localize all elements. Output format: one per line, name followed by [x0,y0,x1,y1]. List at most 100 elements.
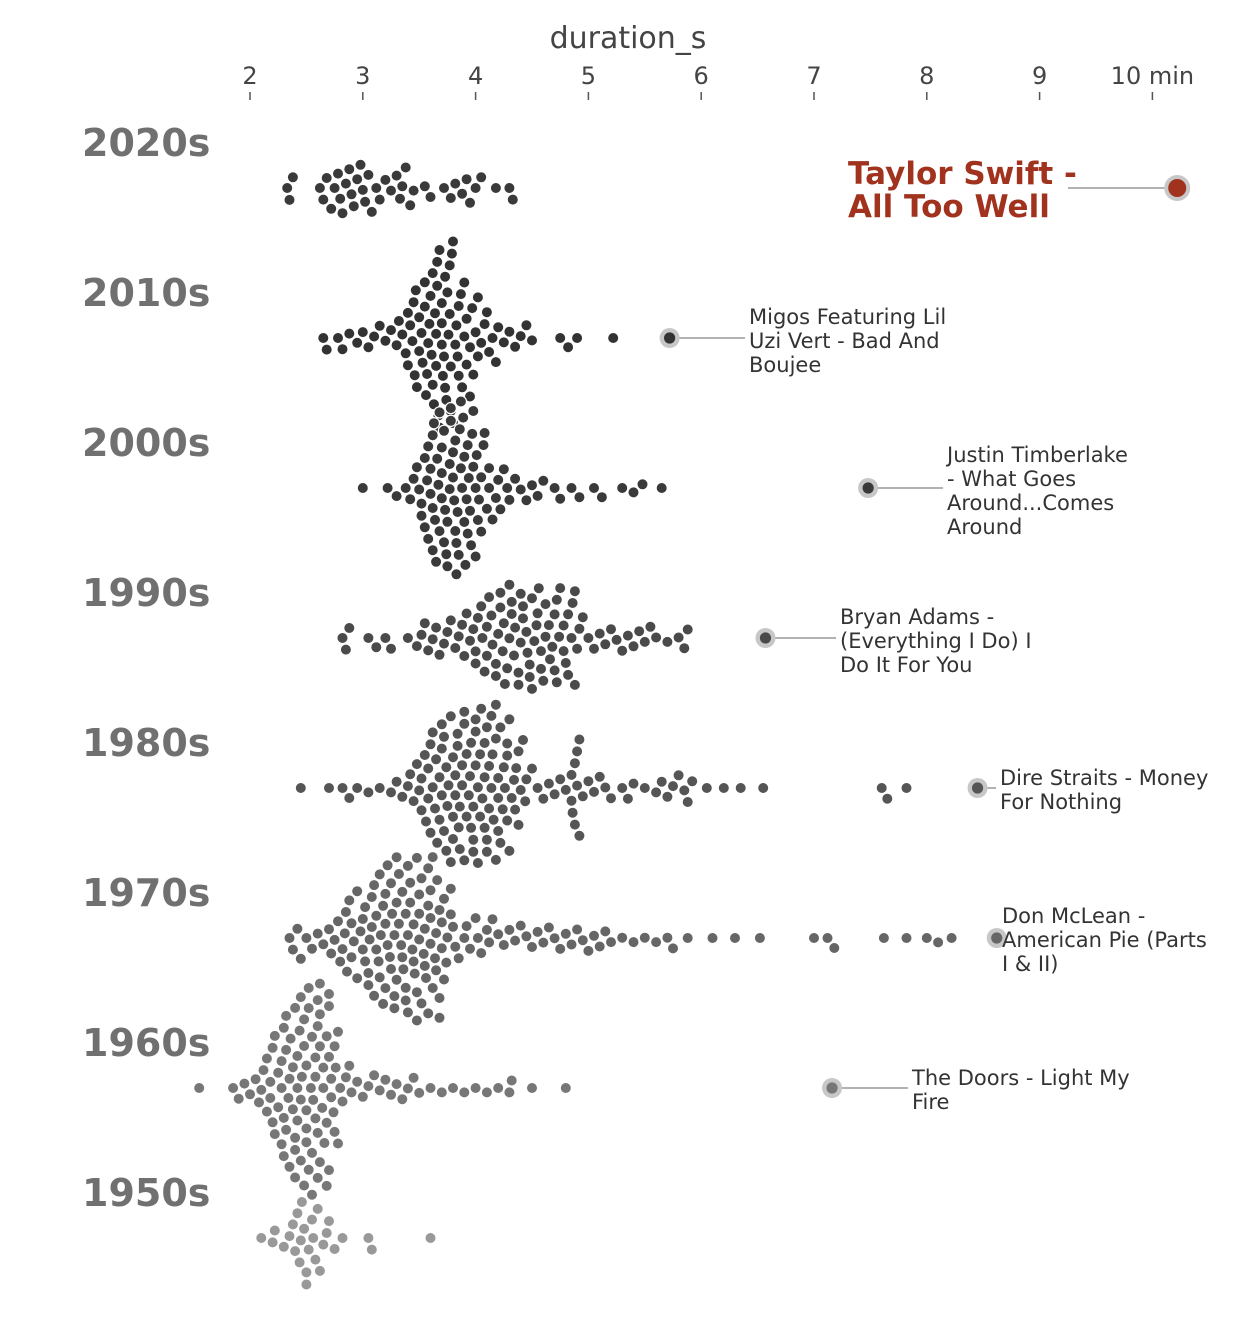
song-dot [452,299,465,313]
song-dot [471,611,485,625]
song-dot [638,635,652,649]
song-dot [313,181,327,195]
song-dot [437,824,451,838]
song-dot [534,662,548,676]
song-dot [655,775,668,788]
song-dot [401,306,415,320]
song-dot [376,899,390,913]
song-dot [460,747,473,761]
song-dot [422,792,435,805]
song-dot [232,1092,245,1105]
song-dot [347,199,360,213]
song-dot [331,1137,345,1150]
song-dot [438,503,452,517]
x-tick-label: 7 [806,62,821,90]
song-dot [410,757,424,771]
song-dot [516,600,530,613]
song-dot [351,885,364,898]
song-dot [501,481,514,495]
song-dot [497,761,510,774]
song-dot [531,607,544,620]
song-dot [268,1029,281,1043]
song-dot [316,1101,329,1115]
song-dot [900,931,913,945]
song-dot [362,966,375,980]
song-dot [347,935,360,948]
song-dot [532,582,546,595]
song-dot [455,759,469,772]
song-dot [475,171,488,184]
song-dot [644,620,657,634]
song-dot [373,1084,386,1097]
song-dot [392,314,406,328]
song-dot [482,802,496,815]
song-dot [451,739,464,753]
song-dot [404,199,417,212]
song-dot [433,813,446,826]
song-dot [461,438,474,452]
outlier-label: Bryan Adams -(Everything I Do) I Do It Fo… [840,605,1032,677]
song-dot [424,190,437,204]
song-dot [570,331,584,345]
song-dot [627,640,640,653]
song-dot [548,608,561,621]
song-dot [418,521,431,534]
song-dot [384,877,398,890]
song-dot [437,536,451,549]
song-dot [336,206,349,220]
song-dot [426,633,439,646]
song-dot [531,781,544,795]
song-dot [476,631,489,645]
song-dot [463,769,477,783]
song-dot [471,350,485,363]
song-dot [503,493,516,507]
song-dot [514,329,527,343]
song-dot [451,727,464,741]
song-dot [485,781,498,795]
song-dot [305,1146,319,1160]
song-dot [455,481,469,495]
song-dot [666,779,680,793]
song-dot [497,463,510,476]
song-dot [440,761,453,774]
song-dot [453,800,466,813]
song-dot [424,884,437,897]
song-dot [440,956,453,969]
song-dot [426,544,439,557]
song-dot [339,1071,353,1084]
song-dot [494,503,507,516]
song-dot [300,1104,313,1117]
song-dot [313,1008,327,1021]
song-dot [460,172,473,186]
song-dot [384,962,398,976]
song-dot [435,789,448,802]
song-dot [268,1127,281,1141]
outlier-annotation: Justin Timberlake - What Goes Around...Com… [858,443,1128,539]
song-dot [413,344,426,358]
song-dot [401,359,415,372]
song-dot [633,625,646,638]
song-dot [542,777,556,790]
song-dot [284,1032,297,1045]
song-dot [587,481,601,495]
song-dot [455,618,469,631]
song-dot [424,738,437,751]
song-dot [415,872,428,885]
song-dot [433,406,446,419]
song-dot [424,826,437,840]
song-dot [418,276,431,289]
song-dot [433,648,446,662]
song-dot [309,1051,322,1064]
song-dot [426,726,439,739]
song-dot [881,792,894,805]
song-dot [482,345,496,359]
song-dot [410,380,424,394]
song-dot [599,638,612,651]
song-dot [370,181,383,195]
song-dot [546,640,559,654]
song-dot [900,781,913,795]
song-dot [336,781,349,795]
song-dot [482,481,496,495]
song-dot [554,942,567,956]
song-dot [325,947,338,960]
